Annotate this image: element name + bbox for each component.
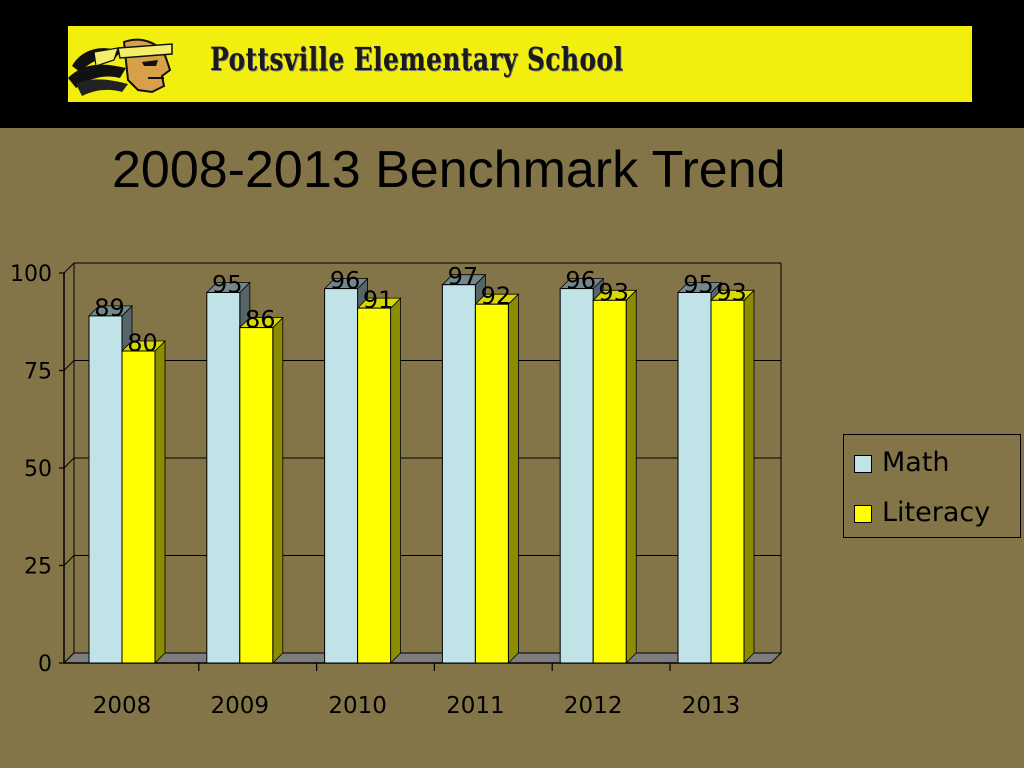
gridline-side: [63, 457, 75, 469]
x-tick-label: 2009: [211, 693, 270, 719]
x-tick-label: 2013: [682, 693, 741, 719]
legend-label-math: Math: [882, 447, 950, 478]
y-tick-label: 0: [38, 652, 52, 677]
bar-literacy: [121, 350, 156, 664]
bar-side-literacy: [154, 340, 166, 664]
bar-math: [324, 288, 359, 664]
chart-floor: [62, 652, 783, 664]
gridline-side: [63, 360, 75, 371]
data-label-math: 96: [565, 267, 596, 295]
slide-title: 2008-2013 Benchmark Trend: [112, 141, 786, 199]
bar-literacy: [474, 303, 509, 664]
bar-side-literacy: [625, 289, 637, 664]
mascot-head-icon: [68, 38, 173, 96]
data-label-literacy: 93: [716, 278, 747, 306]
bar-side-literacy: [272, 316, 284, 664]
chart-legend: Math Literacy: [843, 434, 1021, 538]
y-tick-label: 50: [24, 457, 52, 482]
x-tick-label: 2012: [564, 693, 623, 719]
bar-literacy: [592, 299, 627, 664]
gridline-side: [63, 262, 75, 274]
y-tick-label: 75: [24, 360, 52, 385]
y-tick-label: 25: [24, 555, 52, 580]
gridline-side: [63, 555, 75, 566]
bar-math: [88, 315, 123, 664]
bar-math: [206, 292, 241, 664]
data-label-math: 97: [448, 263, 479, 291]
data-label-math: 89: [94, 294, 125, 322]
x-tick-label: 2010: [328, 693, 387, 719]
bar-math: [677, 292, 712, 664]
data-label-math: 95: [212, 271, 243, 299]
data-label-literacy: 92: [481, 282, 512, 310]
legend-swatch-math: [854, 455, 872, 473]
bar-side-literacy: [507, 293, 519, 664]
school-banner: Pottsville Elementary School: [68, 26, 972, 102]
legend-swatch-literacy: [854, 505, 872, 523]
data-label-literacy: 86: [245, 306, 276, 334]
data-label-math: 95: [683, 271, 714, 299]
bar-literacy: [710, 299, 745, 664]
bar-side-literacy: [390, 297, 402, 664]
x-tick-label: 2011: [446, 693, 505, 719]
school-name: Pottsville Elementary School: [210, 40, 624, 78]
bar-side-literacy: [743, 289, 755, 664]
data-label-literacy: 91: [363, 286, 394, 314]
y-tick-label: 100: [10, 262, 52, 287]
data-label-math: 96: [330, 267, 361, 295]
bar-math: [441, 284, 476, 664]
legend-label-literacy: Literacy: [882, 497, 991, 528]
x-tick-label: 2008: [93, 693, 152, 719]
benchmark-chart: 0255075100200889802009958620109691201197…: [10, 262, 783, 719]
data-label-literacy: 80: [127, 329, 158, 357]
bar-literacy: [239, 327, 274, 664]
bar-math: [559, 288, 594, 664]
bar-literacy: [357, 307, 392, 664]
data-label-literacy: 93: [598, 278, 629, 306]
